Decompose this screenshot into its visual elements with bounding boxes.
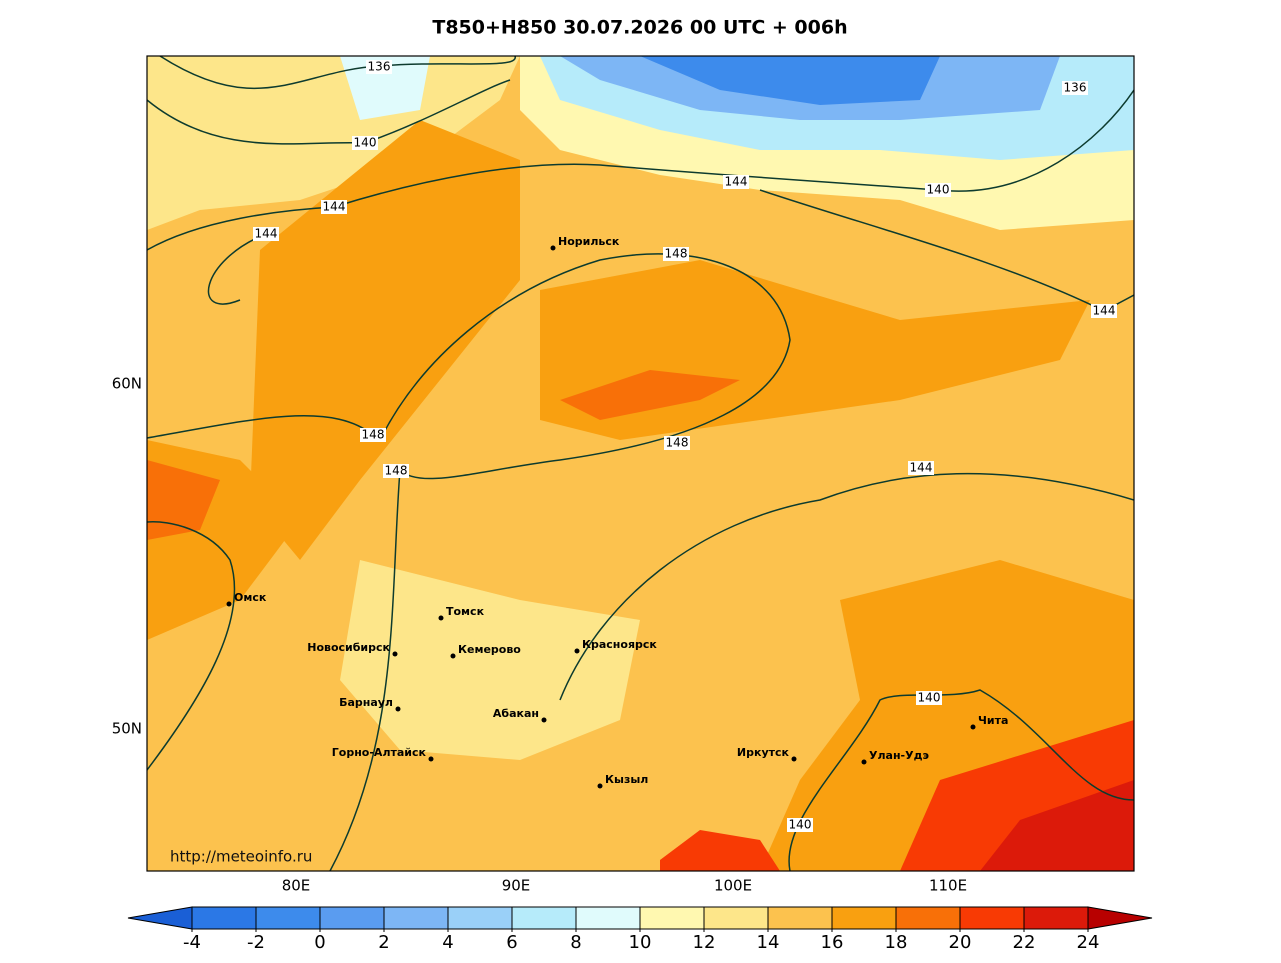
colorbar-extend-low (127, 906, 193, 930)
colorbar-segment (959, 906, 1025, 930)
source-url: http://meteoinfo.ru (170, 848, 312, 866)
contour-label: 148 (385, 464, 408, 478)
colorbar-tick-label: 2 (378, 932, 389, 953)
lat-label: 60N (112, 375, 142, 393)
lon-label: 80E (282, 877, 311, 895)
city-dot (791, 756, 797, 762)
city-label: Чита (978, 714, 1008, 727)
contour-label-bg (908, 461, 934, 475)
contour-label-bg (916, 691, 942, 705)
colorbar-segment (895, 906, 961, 930)
contour-label-bg (321, 200, 347, 214)
contour-label-bg (383, 464, 409, 478)
lat-label: 50N (112, 720, 142, 738)
contour-label-bg (723, 175, 749, 189)
colorbar-segment (255, 906, 321, 930)
colorbar-tick-label: 8 (570, 932, 581, 953)
contour-label-bg (360, 428, 386, 442)
city-dot (392, 651, 398, 657)
map-frame (146, 55, 1135, 872)
colorbar-tick-label: 16 (821, 932, 844, 953)
colorbar-segment (191, 906, 257, 930)
colorbar-segment (767, 906, 833, 930)
colorbar-tick-label: 14 (757, 932, 780, 953)
colorbar-tick-label: 6 (506, 932, 517, 953)
colorbar-segment (1023, 906, 1089, 930)
colorbar-segment (511, 906, 577, 930)
city-dot (428, 756, 434, 762)
colorbar-segment (703, 906, 769, 930)
colorbar-tick-label: 10 (629, 932, 652, 953)
map-title: T850+H850 30.07.2026 00 UTC + 006h (432, 17, 847, 39)
city-label: Кызыл (605, 773, 648, 786)
city-label: Абакан (493, 707, 539, 720)
city-label: Норильск (558, 235, 620, 248)
colorbar-segment (575, 906, 641, 930)
colorbar-tick-label: 20 (949, 932, 972, 953)
colorbar-tick-label: 18 (885, 932, 908, 953)
lon-label: 110E (929, 877, 967, 895)
city-label: Кемерово (458, 643, 521, 656)
contour-label-bg (1062, 81, 1088, 95)
contour-label: 148 (665, 247, 688, 261)
colorbar-segment (639, 906, 705, 930)
map-field (147, 56, 1134, 871)
city-label: Иркутск (737, 746, 790, 759)
contour-label-bg (663, 247, 689, 261)
contour-label: 140 (918, 691, 941, 705)
city-label: Барнаул (339, 696, 393, 709)
colorbar-segment (831, 906, 897, 930)
city-dot (541, 717, 547, 723)
contour-label: 144 (725, 175, 748, 189)
city-label: Томск (446, 605, 485, 618)
contour-label-bg (925, 183, 951, 197)
city-dot (550, 245, 556, 251)
city-dot (395, 706, 401, 712)
city-dot (970, 724, 976, 730)
colorbar-tick-label: 12 (693, 932, 716, 953)
contour-label: 148 (666, 436, 689, 450)
contour-label: 144 (255, 227, 278, 241)
city-dot (861, 759, 867, 765)
contour-label-bg (787, 818, 813, 832)
lon-label: 90E (502, 877, 531, 895)
contour-label: 148 (362, 428, 385, 442)
contour-label: 140 (354, 136, 377, 150)
colorbar-tick-label: 0 (314, 932, 325, 953)
colorbar-extend-high (1087, 906, 1153, 930)
contour-label: 136 (368, 60, 391, 74)
city-dot (597, 783, 603, 789)
colorbar-segment (383, 906, 449, 930)
city-dot (438, 615, 444, 621)
city-dot (574, 648, 580, 654)
city-label: Горно-Алтайск (332, 746, 427, 759)
contour-label: 140 (927, 183, 950, 197)
city-label: Красноярск (582, 638, 657, 651)
contour-label: 144 (323, 200, 346, 214)
contour-label-bg (253, 227, 279, 241)
lon-label: 100E (714, 877, 752, 895)
contour-label: 144 (1093, 304, 1116, 318)
colorbar-tick-label: -2 (247, 932, 265, 953)
city-dot (226, 601, 232, 607)
contour-label: 144 (910, 461, 933, 475)
city-dot (450, 653, 456, 659)
colorbar-segment (319, 906, 385, 930)
colorbar-tick-label: 22 (1013, 932, 1036, 953)
contour-label-bg (1091, 304, 1117, 318)
contour-label-bg (366, 60, 392, 74)
colorbar-tick-label: -4 (183, 932, 201, 953)
colorbar-tick-label: 4 (442, 932, 453, 953)
contour-label-bg (664, 436, 690, 450)
contour-label-bg (352, 136, 378, 150)
contour-label: 136 (1064, 81, 1087, 95)
city-label: Новосибирск (307, 641, 390, 654)
contour-label: 140 (789, 818, 812, 832)
colorbar-tick-label: 24 (1077, 932, 1100, 953)
city-label: Омск (234, 591, 267, 604)
colorbar-segment (447, 906, 513, 930)
city-label: Улан-Удэ (869, 749, 929, 762)
